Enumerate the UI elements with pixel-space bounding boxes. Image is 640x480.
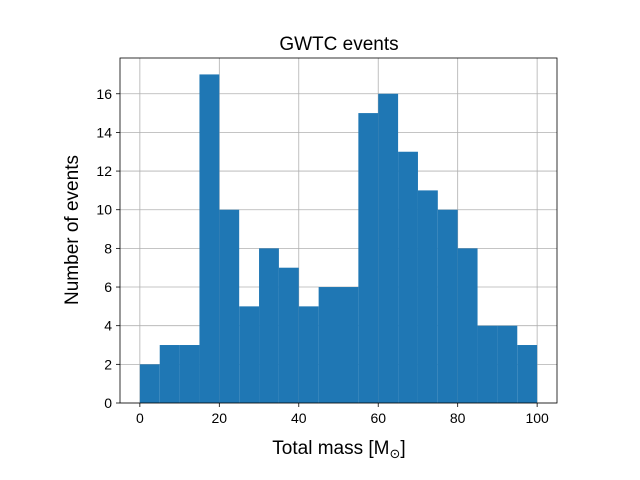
histogram-bar (378, 93, 399, 404)
histogram-bar (457, 248, 478, 403)
x-axis-label: Total mass [M⊙] (272, 438, 405, 461)
histogram-bar (437, 209, 458, 403)
y-tick-label: 10 (96, 202, 112, 218)
x-axis-label-main: Total mass [M (272, 438, 389, 459)
x-tick-label: 40 (291, 410, 307, 426)
histogram-bar (477, 325, 498, 403)
histogram-bar (318, 287, 339, 403)
histogram-bar (338, 287, 359, 403)
histogram-bar (199, 74, 220, 403)
x-tick-label: 20 (212, 410, 228, 426)
x-tick-label: 60 (370, 410, 386, 426)
histogram-bar (179, 345, 200, 403)
y-tick-label: 0 (104, 395, 112, 411)
y-tick-label: 12 (96, 163, 112, 179)
x-axis-ticks: 0 20 40 60 80 100 (136, 403, 549, 426)
x-tick-label: 0 (136, 410, 144, 426)
plot-frame (119, 57, 558, 404)
histogram-bar (239, 306, 260, 403)
x-tick-label: 100 (525, 410, 549, 426)
x-tick-label: 80 (450, 410, 466, 426)
histogram-bar (259, 248, 279, 403)
histogram-bar (417, 190, 438, 403)
histogram-bar (298, 306, 319, 403)
x-axis-label-bracket: ] (400, 438, 405, 459)
y-axis-label: Number of events (62, 155, 83, 305)
histogram-bar (139, 364, 160, 403)
y-tick-label: 14 (96, 124, 112, 140)
histogram-bar (358, 113, 379, 403)
histogram-bar (278, 267, 299, 403)
histogram-bar (398, 151, 418, 403)
y-axis-ticks: 0 2 4 6 8 10 12 14 16 (96, 86, 120, 411)
histogram-bars (139, 74, 538, 404)
y-tick-label: 8 (104, 240, 112, 256)
y-tick-label: 6 (104, 279, 112, 295)
y-tick-label: 4 (104, 318, 112, 334)
x-axis-label-sun-symbol: ⊙ (390, 446, 401, 461)
histogram-bar (497, 325, 518, 403)
histogram-bar (517, 345, 538, 403)
histogram-bar (219, 209, 240, 403)
chart-title: GWTC events (279, 34, 398, 55)
y-tick-label: 16 (96, 86, 112, 102)
y-tick-label: 2 (104, 356, 112, 372)
histogram-bar (159, 345, 180, 403)
